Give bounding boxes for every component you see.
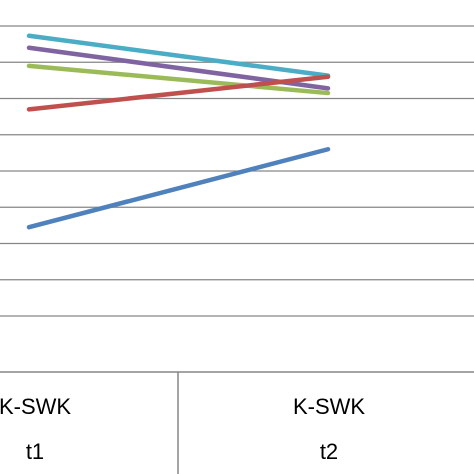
series-line (26, 63, 331, 96)
series-lines (26, 33, 331, 230)
series-line (26, 147, 331, 230)
series-line (26, 74, 331, 112)
category-label-line1: K-SWK (0, 394, 72, 419)
category-label-line2: t1 (25, 439, 45, 464)
category-label-line1: K-SWK (292, 394, 366, 419)
series-line (26, 33, 331, 78)
category-label-line2: t2 (319, 439, 339, 464)
category-axis (0, 371, 474, 474)
